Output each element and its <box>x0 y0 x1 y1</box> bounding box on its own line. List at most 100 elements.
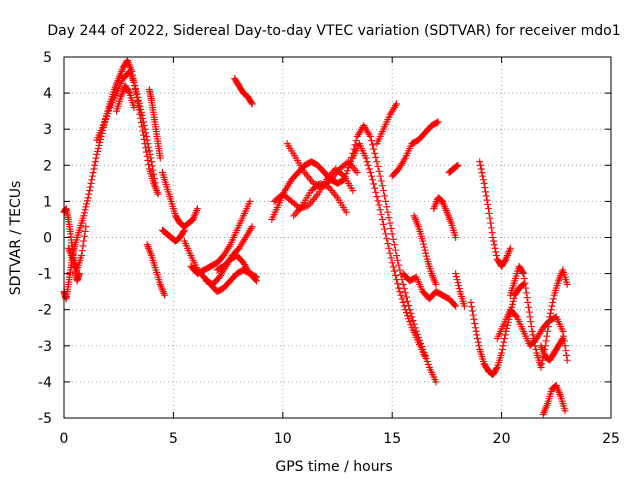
data-point <box>470 315 478 323</box>
data-point <box>99 122 107 130</box>
data-point <box>320 181 328 189</box>
data-point <box>81 227 89 235</box>
series-trace-v <box>399 270 460 310</box>
data-point <box>432 378 440 386</box>
data-point <box>482 188 490 196</box>
data-point <box>386 219 394 227</box>
x-tick-label: 15 <box>383 431 401 447</box>
series-trace-af <box>537 335 567 364</box>
data-point <box>483 196 491 204</box>
series-trace-g <box>143 241 169 299</box>
data-point <box>130 78 138 86</box>
data-point <box>80 212 88 220</box>
series-trace-f <box>145 85 164 162</box>
data-point <box>366 169 374 177</box>
data-point <box>136 102 144 110</box>
data-point <box>512 312 520 320</box>
series-trace-ad <box>506 262 571 371</box>
data-point <box>547 306 555 314</box>
data-point <box>503 321 511 329</box>
data-point <box>389 235 397 243</box>
series-trace-t <box>373 100 401 148</box>
data-point <box>396 288 404 296</box>
data-point <box>352 137 360 145</box>
data-point <box>180 226 188 234</box>
data-point <box>454 279 462 287</box>
data-point <box>130 104 138 112</box>
data-point <box>247 99 255 107</box>
data-point <box>103 113 111 121</box>
data-point <box>452 302 460 310</box>
data-point <box>88 172 96 180</box>
data-point <box>148 162 156 170</box>
data-point <box>498 349 506 357</box>
data-point <box>400 302 408 310</box>
data-point <box>455 282 463 290</box>
data-point <box>90 165 98 173</box>
data-point <box>382 197 390 205</box>
data-point <box>538 356 546 364</box>
data-point <box>395 284 403 292</box>
data-point <box>373 158 381 166</box>
data-point <box>374 163 382 171</box>
data-point <box>87 179 95 187</box>
y-tick-label: -1 <box>38 267 52 283</box>
data-point <box>91 161 99 169</box>
data-point <box>545 318 553 326</box>
series-trace-y <box>445 161 462 177</box>
data-point <box>503 324 511 332</box>
data-point <box>479 172 487 180</box>
data-point <box>468 303 476 311</box>
data-point <box>394 256 402 264</box>
data-point <box>150 175 158 183</box>
series-trace-n <box>231 75 256 108</box>
data-point <box>322 182 330 190</box>
series-trace-q <box>283 140 361 191</box>
data-point <box>548 302 556 310</box>
data-point <box>142 148 150 156</box>
data-point <box>423 357 431 365</box>
y-axis-label: SDTVAR / TECUs <box>8 181 24 296</box>
data-point <box>419 237 427 245</box>
data-point <box>135 99 143 107</box>
data-point <box>349 187 357 195</box>
data-point <box>455 285 463 293</box>
data-point <box>524 298 532 306</box>
data-point <box>140 122 148 130</box>
data-point <box>460 302 468 310</box>
data-point <box>532 345 540 353</box>
data-point <box>105 107 113 115</box>
data-point <box>519 268 527 276</box>
grid-layer <box>64 57 611 418</box>
y-tick-label: 1 <box>43 194 52 210</box>
data-point <box>366 132 374 140</box>
x-tick-label: 5 <box>169 431 178 447</box>
y-tick-label: 3 <box>43 122 52 138</box>
data-point <box>375 201 383 209</box>
data-point <box>379 187 387 195</box>
data-point <box>395 261 403 269</box>
data-point <box>370 145 378 153</box>
data-point <box>486 214 494 222</box>
data-point <box>542 337 550 345</box>
data-point <box>526 313 534 321</box>
data-point <box>84 194 92 202</box>
data-point <box>342 208 350 216</box>
data-point <box>522 289 530 297</box>
data-point <box>79 242 87 250</box>
y-tick-label: 5 <box>43 50 52 66</box>
data-point <box>100 119 108 127</box>
data-point <box>152 183 160 191</box>
data-point <box>248 100 256 108</box>
series-trace-d <box>93 67 160 191</box>
data-point <box>510 294 518 302</box>
data-point <box>382 230 390 238</box>
data-point <box>401 289 409 297</box>
data-point <box>343 167 351 175</box>
data-point <box>383 235 391 243</box>
data-point <box>404 312 412 320</box>
data-point <box>156 154 164 162</box>
data-point <box>474 335 482 343</box>
data-point <box>453 276 461 284</box>
data-point <box>476 161 484 169</box>
